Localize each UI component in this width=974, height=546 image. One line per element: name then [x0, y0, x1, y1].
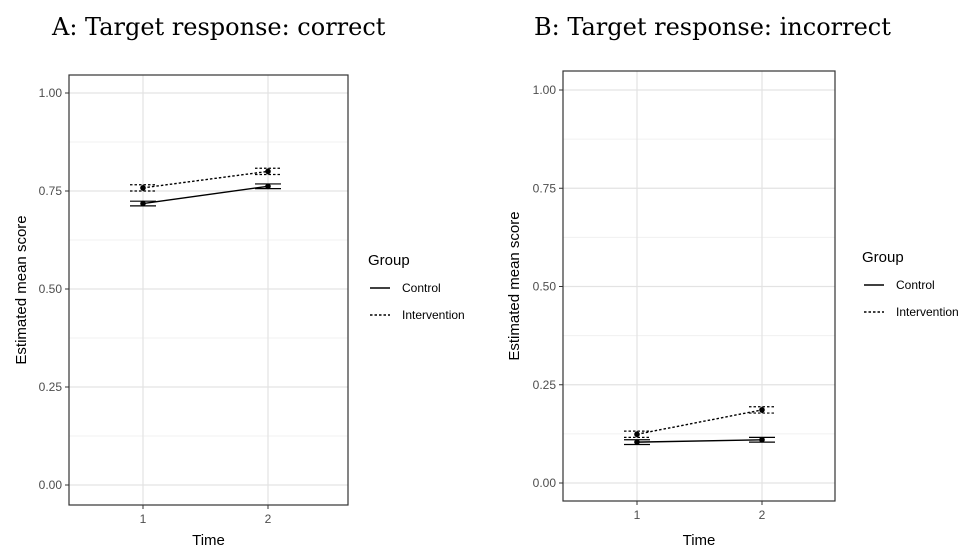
series-line: [142, 185, 269, 205]
x-axis-title: Time: [683, 532, 716, 546]
legend: Group Control Intervention: [862, 249, 959, 319]
plot-border: [562, 70, 836, 502]
legend: Group Control Intervention: [368, 252, 465, 322]
y-axis-title: Estimated mean score: [506, 211, 523, 360]
y-tick-label: 0.25: [39, 380, 63, 394]
y-tick-label: 0.75: [533, 181, 557, 195]
data-point: [634, 439, 640, 445]
legend-label: Control: [402, 281, 441, 295]
y-tick-label: 0.25: [533, 378, 557, 392]
chart-title: B: Target response: incorrect: [534, 13, 891, 41]
gridlines: [69, 75, 348, 505]
legend-title: Group: [862, 249, 904, 266]
series-line: [636, 439, 763, 443]
panel-b: B: Target response: incorrect 0.00 0.25 0.5…: [506, 13, 959, 546]
x-tick-label: 1: [634, 508, 641, 522]
series-intervention: [624, 406, 775, 439]
y-tick-label: 1.00: [39, 86, 63, 100]
series-control: [624, 436, 775, 446]
x-tick-label: 2: [265, 512, 272, 526]
data-point: [140, 200, 146, 207]
legend-label: Control: [896, 278, 935, 292]
data-point: [759, 436, 765, 443]
plot-background: [69, 75, 348, 505]
y-tick-label: 0.50: [533, 280, 557, 294]
panel-a: A: Target response: correct 0.00 0.25 0.50 0…: [13, 13, 465, 546]
legend-label: Intervention: [402, 308, 465, 322]
y-tick-label: 0.50: [39, 282, 63, 296]
y-tick-label: 0.00: [39, 478, 63, 492]
data-point: [265, 183, 271, 190]
y-tick-label: 0.75: [39, 184, 63, 198]
series-line: [142, 170, 269, 189]
data-point: [265, 168, 271, 175]
y-tick-label: 0.00: [533, 476, 557, 490]
x-axis-title: Time: [192, 532, 225, 546]
y-tick-label: 1.00: [533, 83, 557, 97]
legend-title: Group: [368, 252, 410, 269]
gridlines: [563, 71, 835, 501]
series-line: [636, 409, 763, 435]
legend-label: Intervention: [896, 305, 959, 319]
x-tick-label: 2: [759, 508, 766, 522]
data-point: [634, 431, 640, 438]
series-intervention: [130, 167, 281, 192]
series-control: [130, 183, 281, 207]
data-point: [759, 407, 765, 413]
plot-border: [68, 74, 349, 506]
y-axis-title: Estimated mean score: [13, 215, 30, 364]
chart-title: A: Target response: correct: [51, 13, 386, 41]
data-point: [140, 185, 146, 191]
x-tick-label: 1: [140, 512, 147, 526]
